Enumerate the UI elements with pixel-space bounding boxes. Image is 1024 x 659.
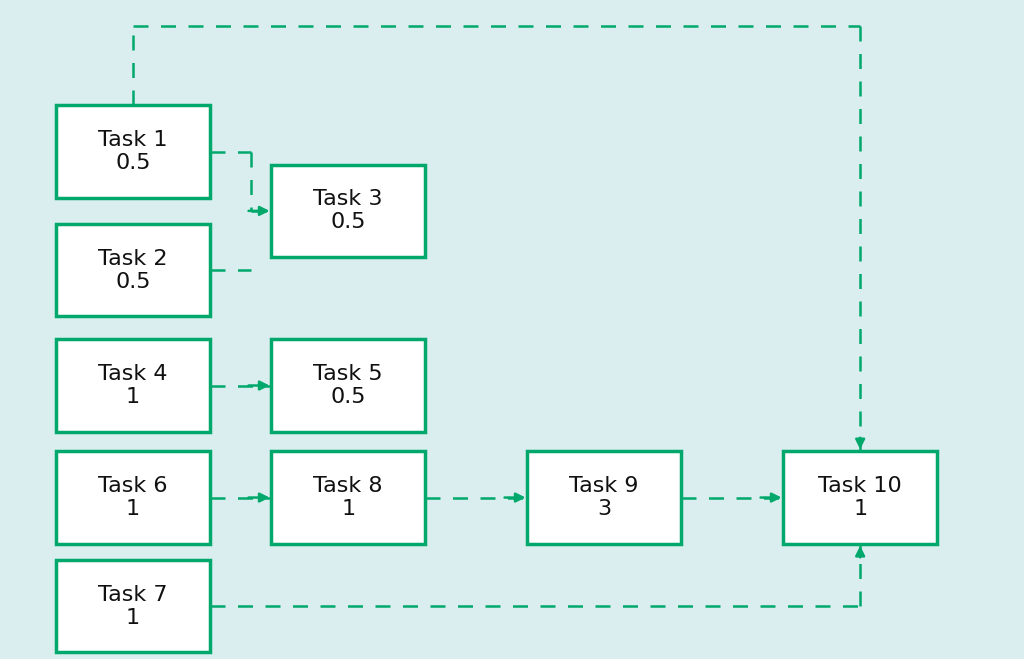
Text: Task 3
0.5: Task 3 0.5 (313, 189, 383, 233)
Text: Task 1
0.5: Task 1 0.5 (98, 130, 168, 173)
FancyBboxPatch shape (783, 451, 937, 544)
FancyBboxPatch shape (271, 451, 425, 544)
FancyBboxPatch shape (56, 224, 210, 316)
Text: Task 2
0.5: Task 2 0.5 (98, 248, 168, 292)
FancyBboxPatch shape (271, 165, 425, 257)
FancyBboxPatch shape (271, 339, 425, 432)
FancyBboxPatch shape (56, 105, 210, 198)
Text: Task 6
1: Task 6 1 (98, 476, 168, 519)
Text: Task 10
1: Task 10 1 (818, 476, 902, 519)
Text: Task 5
0.5: Task 5 0.5 (313, 364, 383, 407)
FancyBboxPatch shape (56, 339, 210, 432)
Text: Task 7
1: Task 7 1 (98, 585, 168, 628)
Text: Task 8
1: Task 8 1 (313, 476, 383, 519)
Text: Task 4
1: Task 4 1 (98, 364, 168, 407)
FancyBboxPatch shape (56, 451, 210, 544)
FancyBboxPatch shape (56, 560, 210, 652)
FancyBboxPatch shape (527, 451, 681, 544)
Text: Task 9
3: Task 9 3 (569, 476, 639, 519)
